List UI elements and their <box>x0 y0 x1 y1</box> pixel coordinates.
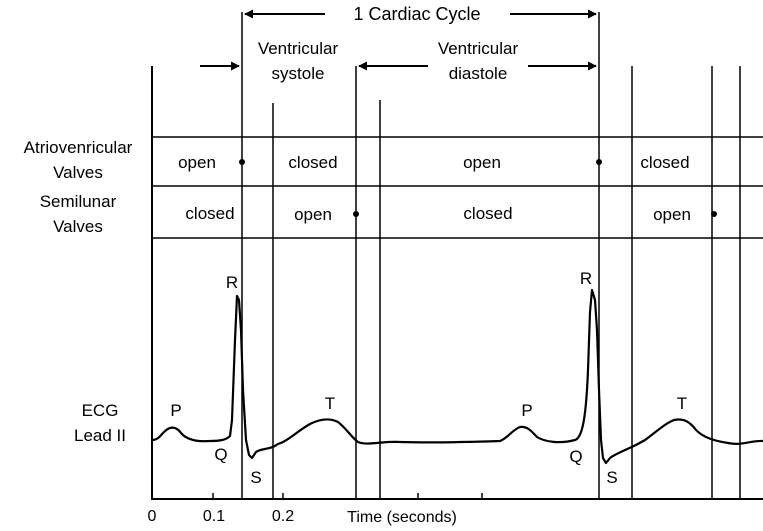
sl-row-label-line1: Semilunar <box>40 192 117 211</box>
sl-state-2: open <box>294 205 332 224</box>
x-tick-label-1: 0.1 <box>203 508 225 525</box>
sl-state-4: open <box>653 205 691 224</box>
ecg-trace <box>152 290 763 463</box>
av-row-label-line1: Atriovenricular <box>24 138 133 157</box>
systole-label-line1: Ventricular <box>258 39 339 58</box>
av-row-label-line2: Valves <box>53 163 103 182</box>
av-state-3: open <box>463 153 501 172</box>
av-state-1: open <box>178 153 216 172</box>
ecg-t-label-1: T <box>325 394 335 413</box>
av-close-dot-1 <box>239 159 245 165</box>
ecg-label-line2: Lead II <box>74 426 126 445</box>
x-axis-title: Time (seconds) <box>347 509 457 526</box>
ecg-r-label-1: R <box>226 273 238 292</box>
ecg-t-label-2: T <box>677 394 687 413</box>
diastole-label-line1: Ventricular <box>438 39 519 58</box>
ecg-s-label-2: S <box>606 468 617 487</box>
diastole-label-line2: diastole <box>449 64 508 83</box>
x-tick-label-0: 0 <box>148 508 157 525</box>
ecg-s-label-1: S <box>250 468 261 487</box>
ecg-p-label-1: P <box>170 401 181 420</box>
ecg-r-label-2: R <box>580 269 592 288</box>
x-tick-label-2: 0.2 <box>272 508 294 525</box>
sl-state-1: closed <box>185 204 234 223</box>
ecg-q-label-2: Q <box>569 447 582 466</box>
sl-close-dot-1 <box>353 211 359 217</box>
ecg-q-label-1: Q <box>214 445 227 464</box>
av-state-2: closed <box>288 153 337 172</box>
av-close-dot-2 <box>596 159 602 165</box>
cycle-label: 1 Cardiac Cycle <box>353 4 480 24</box>
sl-row-label-line2: Valves <box>53 217 103 236</box>
ecg-p-label-2: P <box>521 401 532 420</box>
ecg-label-line1: ECG <box>82 401 119 420</box>
av-state-4: closed <box>640 153 689 172</box>
systole-label-line2: systole <box>272 64 325 83</box>
sl-close-dot-2 <box>711 211 717 217</box>
sl-state-3: closed <box>463 204 512 223</box>
